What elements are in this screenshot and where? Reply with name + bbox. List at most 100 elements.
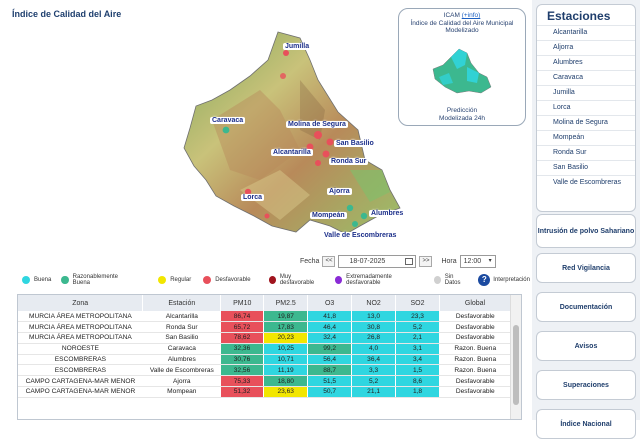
table-scrollbar[interactable]: [510, 295, 521, 419]
legend: Buena Razonablemente Buena Regular Desfa…: [22, 274, 530, 286]
legend-item-interpretacion[interactable]: ? Interpretación: [478, 274, 530, 286]
cell-so2: 2,1: [395, 332, 440, 344]
cell-pm10: 86,74: [220, 311, 265, 323]
cell-so2: 1,5: [395, 364, 440, 377]
main-panel: Índice de Calidad del Aire: [12, 8, 530, 420]
map-label-mompean[interactable]: Mompeán: [310, 212, 347, 219]
sidebar: Estaciones Alcantarilla Aljorra Alumbres Ca…: [532, 0, 640, 439]
legend-dot-icon: [203, 276, 212, 284]
legend-label: Buena: [34, 277, 52, 283]
station-link[interactable]: Alumbres: [537, 55, 635, 70]
icam-info-link[interactable]: (+info): [461, 12, 481, 19]
table-row[interactable]: CAMPO CARTAGENA-MAR MENOR Ajorra 75,33 18,8…: [18, 375, 511, 388]
cell-global: Razon. Buena: [439, 354, 511, 366]
legend-label: Extremadamente desfavorable: [346, 274, 392, 286]
cell-pm25: 18,80: [263, 375, 309, 388]
table-row[interactable]: MURCIA ÁREA METROPOLITANA San Basilio 78,6…: [18, 332, 511, 344]
map-label-caravaca[interactable]: Caravaca: [210, 117, 246, 124]
map-label-lorca[interactable]: Lorca: [241, 194, 265, 201]
station-link[interactable]: Caravaca: [537, 70, 635, 85]
cell-global: Desfavorable: [439, 321, 511, 334]
cell-o3: 56,4: [307, 354, 353, 366]
cell-zona: ESCOMBRERAS: [18, 354, 143, 366]
table-row[interactable]: ESCOMBRERAS Valle de Escombreras 32,56 11,1…: [18, 364, 511, 377]
icam-title-line: ICAM (+info): [399, 12, 525, 20]
col-header-so2[interactable]: SO2: [395, 295, 440, 311]
cell-pm25: 11,19: [263, 364, 309, 377]
map-label-ajorra[interactable]: Ajorra: [327, 188, 352, 195]
icam-mini-map[interactable]: [429, 47, 497, 97]
map-label-ronda-sur[interactable]: Ronda Sur: [329, 158, 369, 165]
legend-item-buena: Buena: [22, 276, 51, 284]
table-row[interactable]: MURCIA ÁREA METROPOLITANA Ronda Sur 65,72 1…: [18, 321, 511, 334]
cell-zona: MURCIA ÁREA METROPOLITANA: [18, 332, 143, 344]
cell-global: Razon. Buena: [439, 364, 511, 377]
col-header-global[interactable]: Global: [439, 295, 511, 311]
col-header-zona[interactable]: Zona: [18, 295, 144, 311]
cell-pm10: 30,76: [220, 354, 265, 366]
cell-zona: CAMPO CARTAGENA-MAR MENOR: [18, 386, 143, 398]
sahara-dust-button[interactable]: Intrusión de polvo Sahariano: [536, 214, 636, 248]
hour-select[interactable]: 12:00 ▾: [459, 255, 496, 268]
station-link[interactable]: Ronda Sur: [537, 145, 635, 160]
map-label-valle-escombreras[interactable]: Valle de Escombreras: [322, 232, 399, 239]
date-field[interactable]: 18-07-2025: [338, 255, 417, 268]
red-vigilancia-button[interactable]: Red Vigilancia: [536, 253, 636, 283]
map-label-molina[interactable]: Molina de Segura: [286, 121, 348, 128]
cell-no2: 3,3: [351, 364, 397, 377]
station-link[interactable]: San Basilio: [537, 160, 635, 175]
station-link[interactable]: Jumilla: [537, 85, 635, 100]
cell-o3: 41,8: [307, 311, 353, 323]
icam-footer: Predicción Modelizada 24h: [399, 107, 525, 122]
map-label-alcantarilla[interactable]: Alcantarilla: [271, 149, 313, 156]
table-row[interactable]: NOROESTE Caravaca 32,36 10,25 99,2 4,0 3,1 Razo…: [18, 343, 511, 355]
help-icon[interactable]: ?: [478, 274, 491, 286]
cell-global: Razon. Buena: [439, 343, 511, 355]
cell-zona: CAMPO CARTAGENA-MAR MENOR: [18, 375, 143, 388]
cell-no2: 21,1: [351, 386, 397, 398]
map-label-jumilla[interactable]: Jumilla: [283, 43, 312, 50]
interpretacion-link[interactable]: Interpretación: [493, 277, 530, 283]
cell-pm10: 32,56: [220, 364, 265, 377]
icam-inset[interactable]: ICAM (+info) Índice de Calidad del Aire …: [398, 8, 526, 126]
station-link[interactable]: Mompeán: [537, 130, 635, 145]
stations-list: Alcantarilla Aljorra Alumbres Caravaca Jumil…: [537, 25, 635, 190]
page-title: Índice de Calidad del Aire: [12, 9, 122, 19]
station-link[interactable]: Alcantarilla: [537, 25, 635, 40]
icam-subtitle: Índice de Calidad del Aire Municipal: [410, 19, 514, 27]
station-link[interactable]: Aljorra: [537, 40, 635, 55]
cell-zona: ESCOMBRERAS: [18, 364, 143, 377]
avisos-button[interactable]: Avisos: [536, 331, 636, 361]
stations-table: Zona Estación PM10 PM2.5 O3 NO2 SO2 Glob…: [17, 294, 522, 420]
map-label-san-basilio[interactable]: San Basilio: [334, 140, 376, 147]
col-header-pm25[interactable]: PM2.5: [263, 295, 309, 311]
table-row[interactable]: ESCOMBRERAS Alumbres 30,76 10,71 56,4 36,4 3,4…: [18, 354, 511, 366]
cell-so2: 3,4: [395, 354, 440, 366]
calendar-icon[interactable]: [405, 258, 414, 265]
col-header-o3[interactable]: O3: [307, 295, 353, 311]
next-date-button[interactable]: >>: [419, 256, 433, 267]
table-row[interactable]: CAMPO CARTAGENA-MAR MENOR Mompean 51,32 23,…: [18, 386, 511, 398]
cell-pm25: 17,83: [263, 321, 309, 334]
indice-nacional-button[interactable]: Índice Nacional: [536, 409, 636, 439]
scrollbar-thumb[interactable]: [513, 325, 519, 405]
prev-date-button[interactable]: <<: [322, 256, 336, 267]
table-row[interactable]: MURCIA ÁREA METROPOLITANA Alcantarilla 86,…: [18, 311, 511, 323]
superaciones-button[interactable]: Superaciones: [536, 370, 636, 400]
station-link[interactable]: Lorca: [537, 100, 635, 115]
documentacion-button[interactable]: Documentación: [536, 292, 636, 322]
col-header-estacion[interactable]: Estación: [142, 295, 222, 311]
station-link[interactable]: Molina de Segura: [537, 115, 635, 130]
map-label-alumbres[interactable]: Alumbres: [369, 210, 406, 217]
cell-o3: 50,7: [307, 386, 353, 398]
col-header-no2[interactable]: NO2: [351, 295, 397, 311]
station-link[interactable]: Valle de Escombreras: [537, 175, 635, 190]
cell-pm25: 20,23: [263, 332, 309, 344]
hora-label: Hora: [441, 258, 457, 265]
cell-global: Desfavorable: [439, 375, 511, 388]
cell-o3: 46,4: [307, 321, 353, 334]
cell-estacion: Caravaca: [142, 343, 221, 355]
legend-dot-icon: [334, 276, 343, 284]
col-header-pm10[interactable]: PM10: [220, 295, 265, 311]
cell-pm10: 51,32: [220, 386, 265, 398]
